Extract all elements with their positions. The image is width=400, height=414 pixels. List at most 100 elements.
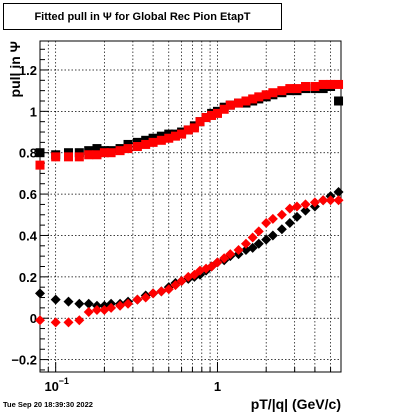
data-point-square [219,104,229,114]
data-point-square [301,82,311,92]
data-point-square [164,133,174,143]
data-point-square [183,125,193,135]
data-point-diamond [74,315,85,326]
data-point-diamond [233,244,244,255]
data-point-square [141,139,151,149]
data-point-square [132,142,142,152]
x-tick-label-exponent: −1 [59,376,69,386]
data-point-diamond [300,205,311,216]
data-point-square [51,152,61,162]
data-point-square [285,84,295,94]
data-point-diamond [170,280,181,291]
data-point-square [63,152,73,162]
y-tick-label: 0.4 [19,228,38,243]
y-tick-label: 1 [30,104,37,119]
data-point-diamond [148,288,159,299]
data-point-diamond [325,195,336,206]
data-point-square [156,135,166,145]
data-point-diamond [83,298,94,309]
data-point-square [225,100,235,110]
data-point-diamond [291,211,302,222]
data-point-diamond [284,203,295,214]
data-point-square [195,117,205,127]
data-point-diamond [267,230,278,241]
data-point-diamond [333,195,344,206]
data-point-diamond [212,257,223,268]
data-point-diamond [83,307,94,318]
y-tick-label: 0.2 [19,270,37,285]
data-point-diamond [247,242,258,253]
data-point-diamond [115,300,126,311]
data-point-square [35,160,45,170]
data-point-square [241,96,251,106]
data-point-square [268,88,278,98]
data-point-diamond [140,292,151,303]
data-point-square [92,144,102,154]
data-point-diamond [74,298,85,309]
timestamp-footer: Tue Sep 20 18:39:30 2022 [3,400,93,409]
y-axis-title: pull in Ψ [7,41,23,97]
data-point-diamond [276,209,287,220]
data-point-square [123,144,133,154]
data-point-diamond [300,199,311,210]
data-point-diamond [261,234,272,245]
y-tick-label: 1.2 [19,63,37,78]
data-point-diamond [132,294,143,305]
x-axis-title: pT/|q| (GeV/c) [251,396,341,412]
data-point-square [277,86,287,96]
data-point-diamond [276,224,287,235]
data-point-diamond [50,294,61,305]
data-point-diamond [261,218,272,229]
data-point-square [212,108,222,118]
data-point-diamond [284,218,295,229]
data-point-square [84,150,94,160]
y-tick-label: 0.6 [19,187,37,202]
data-point-square [201,113,211,123]
data-point-diamond [247,232,258,243]
data-point-diamond [35,288,45,299]
data-point-square [318,79,328,89]
data-point-diamond [123,298,134,309]
y-tick-label: −0.2 [11,353,37,368]
y-tick-label: 0.8 [19,146,37,161]
data-point-square [177,129,187,139]
data-point-square [92,150,102,160]
chart-title: Fitted pull in Ψ for Global Rec Pion Eta… [3,3,282,30]
data-point-square [148,137,158,147]
data-point-diamond [333,187,344,198]
data-point-diamond [35,315,45,326]
data-point-diamond [225,249,236,260]
data-point-diamond [50,317,61,328]
data-point-diamond [253,226,264,237]
data-point-diamond [163,284,174,295]
data-point-square [254,92,264,102]
data-point-diamond [240,238,251,249]
data-point-square [106,148,116,158]
data-point-square [115,146,125,156]
data-point-square [261,90,271,100]
y-tick-label: 0 [30,311,37,326]
data-point-square [334,79,344,89]
data-point-diamond [156,286,167,297]
x-tick-label: 10 [44,379,58,394]
data-point-square [207,110,217,120]
data-point-square [310,82,320,92]
data-point-square [334,96,344,106]
data-point-diamond [106,302,117,313]
x-tick-label: 1 [214,379,221,394]
data-point-square [35,148,45,158]
data-point-square [326,79,336,89]
data-point-diamond [318,195,329,206]
data-point-diamond [219,253,230,264]
data-point-diamond [291,201,302,212]
data-point-square [74,152,84,162]
data-point-square [170,131,180,141]
data-point-square [99,148,109,158]
data-point-diamond [91,304,102,315]
data-point-square [248,94,258,104]
data-point-diamond [63,296,74,307]
data-point-diamond [176,275,187,286]
plot-frame [39,40,342,373]
data-point-diamond [253,238,264,249]
